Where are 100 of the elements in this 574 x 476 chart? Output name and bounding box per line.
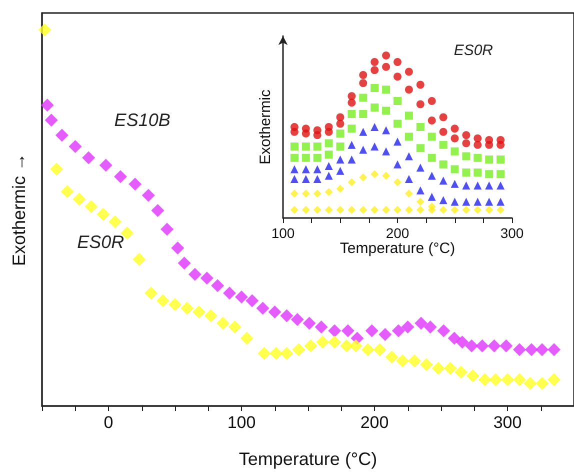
point (416, 144, 424, 152)
point (60, 185, 74, 198)
point (404, 68, 413, 76)
point (359, 173, 368, 182)
point (408, 354, 421, 368)
point (466, 369, 480, 382)
point (324, 172, 333, 180)
point (485, 198, 494, 206)
point (302, 190, 310, 198)
point (336, 206, 344, 214)
point (348, 124, 356, 133)
point (290, 175, 298, 183)
point (496, 140, 505, 149)
point (404, 152, 413, 160)
point (370, 123, 379, 131)
point (324, 162, 333, 170)
point (456, 336, 469, 349)
point (336, 184, 344, 193)
point (151, 204, 164, 217)
point (290, 142, 298, 150)
x-axis-title: Temperature (°C) (238, 449, 378, 469)
point (462, 139, 470, 148)
point (40, 98, 54, 112)
point (370, 84, 379, 92)
point (302, 175, 310, 183)
point (336, 166, 344, 175)
point (394, 120, 402, 128)
point (96, 208, 110, 221)
point (228, 320, 242, 334)
point (290, 165, 298, 174)
point (348, 110, 356, 118)
point (496, 170, 505, 178)
point (501, 373, 514, 386)
point (462, 206, 470, 214)
point (316, 336, 330, 349)
point (414, 316, 428, 330)
point (404, 206, 413, 214)
x-tick-label: 100 (227, 413, 256, 432)
point (359, 94, 368, 102)
point (72, 192, 86, 206)
point (462, 131, 470, 140)
point (382, 106, 390, 115)
point (394, 72, 402, 81)
point (68, 140, 82, 154)
point (313, 175, 322, 183)
point (216, 316, 230, 330)
point (462, 152, 470, 160)
chart-title: ES0R (454, 42, 494, 59)
point (370, 170, 379, 178)
point (416, 164, 424, 172)
point (416, 186, 424, 194)
point (361, 343, 374, 356)
point (450, 147, 459, 156)
x-tick-label: 0 (104, 413, 114, 432)
point (370, 206, 379, 214)
point (450, 124, 459, 133)
point (450, 198, 459, 206)
point (341, 324, 354, 338)
point (370, 104, 379, 112)
point (416, 100, 424, 108)
point (223, 286, 236, 300)
point (485, 170, 494, 178)
point (142, 188, 155, 202)
x-tick-label: 300 (500, 225, 524, 241)
point (496, 156, 505, 164)
point (462, 198, 470, 206)
point (378, 328, 392, 342)
point (128, 178, 142, 191)
point (302, 316, 316, 330)
point (324, 206, 333, 214)
point (348, 140, 356, 149)
point (132, 252, 146, 266)
point (439, 160, 448, 168)
point (370, 142, 379, 150)
point (394, 97, 402, 105)
point (424, 320, 437, 334)
series-label: ES0R (77, 232, 124, 252)
point (302, 206, 310, 214)
point (359, 110, 368, 118)
point (465, 339, 478, 352)
point (404, 86, 413, 94)
point (512, 343, 526, 356)
point (365, 324, 378, 338)
point (302, 154, 310, 162)
point (349, 339, 362, 352)
point (548, 373, 561, 386)
point (336, 130, 344, 138)
point (324, 188, 333, 196)
point (474, 140, 482, 149)
point (382, 86, 390, 94)
point (114, 170, 127, 184)
point (416, 123, 424, 131)
point (450, 165, 459, 174)
point (450, 206, 459, 214)
point (188, 268, 202, 281)
point (437, 324, 450, 338)
point (313, 206, 322, 214)
point (82, 151, 96, 164)
x-tick-label: 300 (493, 413, 522, 432)
point (394, 206, 402, 214)
